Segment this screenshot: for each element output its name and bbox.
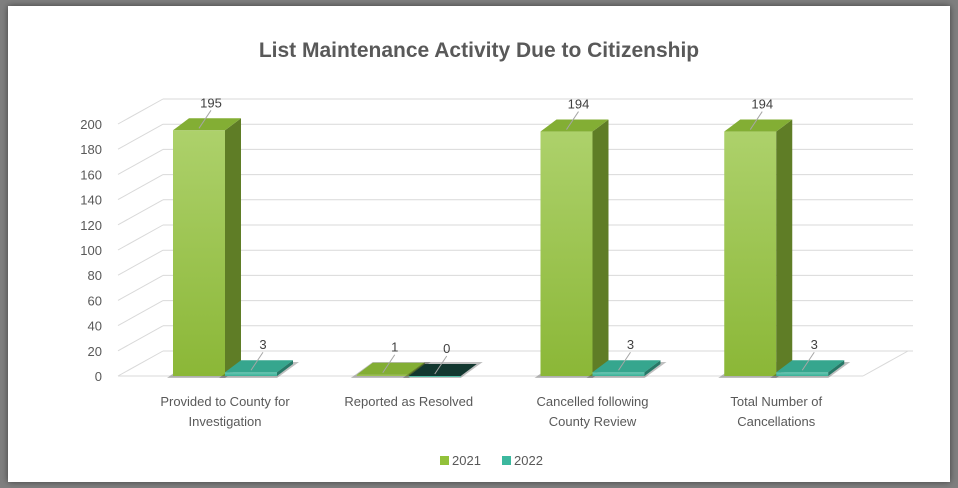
leader-line [198, 110, 212, 129]
y-tick-label: 100 [80, 243, 102, 258]
x-tick-label: Provided to County for [160, 394, 290, 409]
legend-label: 2021 [452, 453, 481, 468]
chart-title: List Maintenance Activity Due to Citizen… [258, 39, 700, 62]
bar-2022 [776, 372, 829, 376]
bar-top-2021 [173, 118, 241, 131]
y-tick-label: 200 [80, 117, 102, 132]
bar-side-2021 [592, 119, 609, 376]
leader-line [434, 355, 448, 375]
y-tick-label: 60 [88, 293, 102, 308]
bar-side-2022 [277, 360, 293, 376]
leader-line [566, 111, 579, 130]
bar-top-2022 [225, 360, 293, 373]
x-tick-label: Cancelled following [536, 394, 648, 409]
gridline-depth [117, 123, 164, 150]
data-label: 3 [259, 337, 266, 352]
x-tick-label: Cancellations [737, 414, 816, 429]
data-label: 194 [751, 97, 773, 112]
gridline-depth [117, 350, 164, 377]
x-tick-label: Reported as Resolved [344, 394, 473, 409]
gridline-depth [117, 300, 164, 327]
data-label: 3 [627, 337, 634, 352]
gridline-depth [117, 148, 164, 175]
bar-top-2022 [408, 364, 477, 376]
data-label: 1 [391, 340, 398, 355]
bar-2022 [225, 372, 277, 376]
bar-top-2021 [540, 119, 609, 132]
data-label: 3 [811, 337, 818, 352]
data-label: 195 [200, 95, 222, 110]
bar-2022 [408, 376, 461, 377]
y-tick-label: 120 [80, 218, 102, 233]
bar-2021 [173, 130, 225, 376]
y-tick-label: 80 [88, 268, 102, 283]
data-label: 194 [568, 97, 590, 112]
gridline-depth [117, 98, 164, 125]
legend-label: 2022 [514, 453, 543, 468]
chart-plot: 0 20 40 60 80 100 120 140 160 180 200 195 3 Provided … [80, 95, 913, 468]
x-tick-label: County Review [549, 414, 637, 429]
gridline-depth [117, 249, 164, 276]
bar-side-2021 [225, 118, 241, 377]
bar-top-2021 [724, 119, 793, 132]
legend-swatch [440, 456, 449, 465]
y-tick-label: 40 [88, 319, 102, 334]
gridline-depth [117, 325, 164, 352]
gridline-depth [117, 274, 164, 301]
y-tick-label: 20 [88, 344, 102, 359]
bar-side-2022 [828, 360, 845, 376]
leader-line [250, 351, 264, 371]
bar-side-2022 [644, 360, 661, 376]
legend-swatch [502, 456, 511, 465]
bar-2021 [356, 374, 409, 376]
gridline-depth [117, 199, 164, 226]
bar-2022 [592, 372, 645, 376]
y-tick-label: 140 [80, 193, 102, 208]
leader-line [618, 351, 631, 371]
data-label: 0 [443, 341, 450, 356]
leader-line [801, 351, 815, 371]
bar-top-2021 [356, 362, 425, 375]
y-tick-label: 180 [80, 142, 102, 157]
bar-top-2022 [776, 360, 845, 373]
gridline-depth [117, 174, 164, 201]
bar-2021 [724, 131, 777, 376]
y-tick-label: 0 [95, 369, 102, 384]
x-tick-label: Investigation [189, 414, 262, 429]
bar-top-2022 [592, 360, 661, 373]
bar-side-2021 [776, 119, 793, 376]
gridline-depth [117, 224, 164, 251]
leader-line [749, 111, 763, 130]
chart-area: List Maintenance Activity Due to Citizen… [8, 6, 950, 482]
x-tick-label: Total Number of [730, 394, 822, 409]
leader-line [382, 354, 396, 374]
bar-side-2021 [408, 362, 425, 376]
floor-line [862, 350, 909, 377]
bar-2021 [540, 131, 593, 376]
y-tick-label: 160 [80, 167, 102, 182]
